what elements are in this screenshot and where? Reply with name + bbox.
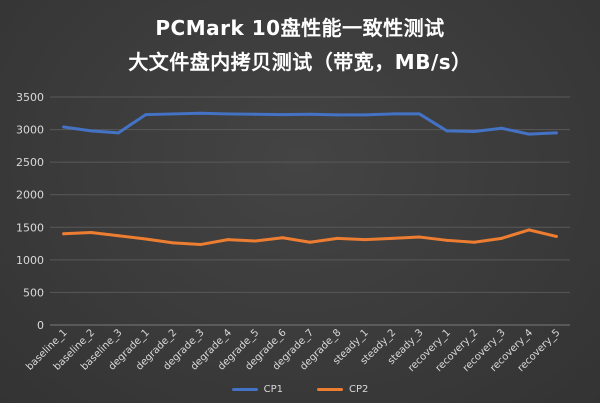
- data-point-cp2: [472, 240, 476, 244]
- legend-swatch-cp2: [317, 388, 343, 391]
- data-point-cp2: [89, 230, 93, 234]
- data-point-cp1: [116, 131, 120, 135]
- data-point-cp2: [445, 238, 449, 242]
- data-point-cp2: [281, 236, 285, 240]
- data-point-cp1: [89, 129, 93, 133]
- legend-label-cp2: CP2: [349, 384, 369, 395]
- data-point-cp2: [417, 235, 421, 239]
- data-point-cp1: [363, 113, 367, 117]
- data-point-cp1: [335, 113, 339, 117]
- y-tick-label: 1000: [16, 254, 44, 267]
- data-point-cp2: [253, 239, 257, 243]
- data-point-cp2: [226, 238, 230, 242]
- data-point-cp2: [363, 238, 367, 242]
- data-point-cp1: [390, 112, 394, 116]
- y-tick-label: 500: [23, 286, 44, 299]
- y-tick-label: 2000: [16, 189, 44, 202]
- data-point-cp2: [500, 236, 504, 240]
- legend-item-cp2: CP2: [317, 384, 368, 395]
- data-point-cp1: [445, 129, 449, 133]
- data-point-cp1: [144, 113, 148, 117]
- data-point-cp1: [417, 112, 421, 116]
- data-point-cp1: [527, 132, 531, 136]
- data-point-cp1: [62, 125, 66, 129]
- data-point-cp1: [308, 112, 312, 116]
- chart-subtitle: 大文件盘内拷贝测试（带宽，MB/s）: [128, 50, 472, 74]
- data-point-cp2: [171, 241, 175, 245]
- data-point-cp2: [554, 234, 558, 238]
- data-point-cp1: [199, 111, 203, 115]
- data-point-cp2: [390, 236, 394, 240]
- y-tick-label: 1500: [16, 221, 44, 234]
- chart-title: PCMark 10盘性能一致性测试: [155, 16, 445, 40]
- y-tick-label: 3000: [16, 124, 44, 137]
- legend-label-cp1: CP1: [263, 384, 283, 395]
- y-tick-label: 0: [37, 319, 44, 332]
- data-point-cp1: [472, 130, 476, 134]
- legend-item-cp1: CP1: [231, 384, 283, 395]
- data-point-cp2: [308, 240, 312, 244]
- data-point-cp2: [144, 237, 148, 241]
- y-tick-label: 3500: [16, 91, 44, 104]
- data-point-cp2: [527, 228, 531, 232]
- legend-swatch-cp1: [231, 388, 258, 391]
- legend: CP1 CP2: [0, 384, 600, 395]
- data-point-cp1: [554, 131, 558, 135]
- data-point-cp1: [226, 112, 230, 116]
- data-point-cp1: [171, 112, 175, 116]
- data-point-cp1: [281, 113, 285, 117]
- data-point-cp1: [500, 126, 504, 130]
- data-point-cp2: [62, 232, 66, 236]
- data-point-cp2: [335, 236, 339, 240]
- data-point-cp1: [253, 112, 257, 116]
- data-point-cp2: [116, 234, 120, 238]
- series-line-cp1: [62, 111, 558, 136]
- data-point-cp2: [199, 243, 203, 247]
- y-tick-label: 2500: [16, 156, 44, 169]
